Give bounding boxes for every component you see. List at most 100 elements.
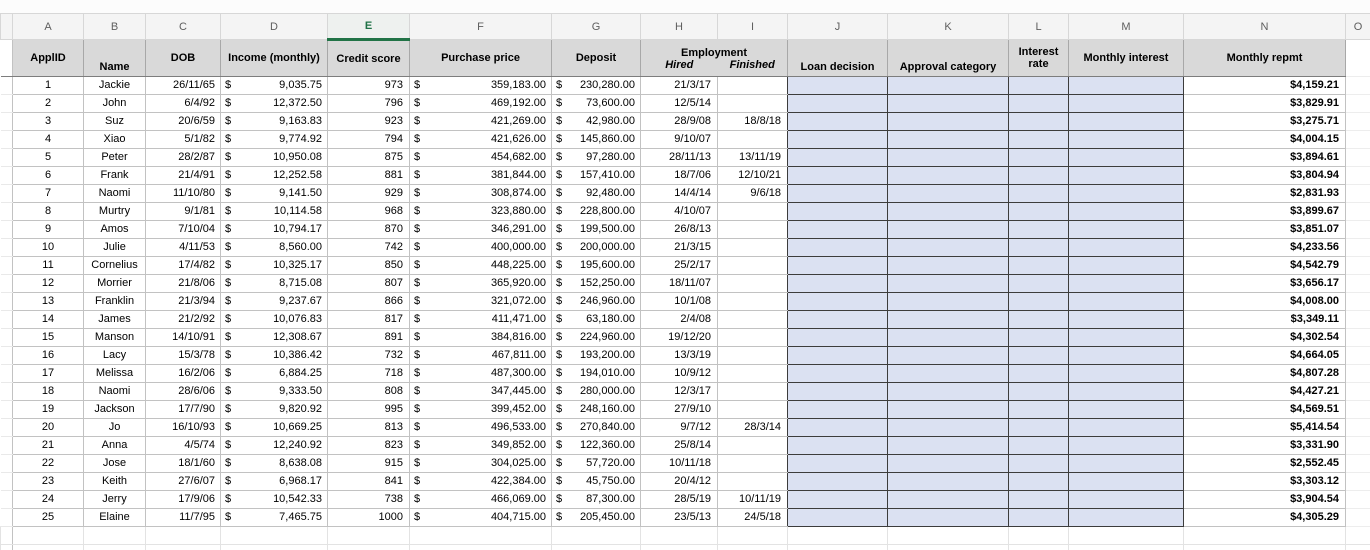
cell-deposit[interactable]: $199,500.00 [551,220,641,239]
cell-hired[interactable]: 2/4/08 [640,310,718,329]
cell-dob[interactable]: 4/11/53 [145,238,221,257]
cell-monthly-interest[interactable] [1068,400,1184,419]
header-name[interactable]: Name [83,39,146,77]
cell-interest-rate[interactable] [1008,76,1069,95]
column-header-C[interactable]: C [145,13,221,40]
cell-column-o[interactable] [1345,130,1370,149]
cell-name[interactable]: Cornelius [83,256,146,275]
cell-purchase-price[interactable]: $321,072.00 [409,292,552,311]
cell-monthly-interest[interactable] [1068,130,1184,149]
cell-loan-decision[interactable] [787,238,888,257]
cell-finished[interactable]: 18/8/18 [717,112,788,131]
cell-loan-decision[interactable] [787,256,888,275]
cell-approval-category[interactable] [887,112,1009,131]
cell-deposit[interactable]: $270,840.00 [551,418,641,437]
cell-approval-category[interactable] [887,382,1009,401]
cell-monthly-interest[interactable] [1068,148,1184,167]
cell-dob[interactable]: 17/4/82 [145,256,221,275]
cell-hired[interactable]: 18/7/06 [640,166,718,185]
cell-purchase-price[interactable]: $399,452.00 [409,400,552,419]
cell-finished[interactable] [717,94,788,113]
cell-monthly-interest[interactable] [1068,292,1184,311]
cell-monthly-repmt[interactable]: $3,851.07 [1183,220,1346,239]
cell-name[interactable]: Peter [83,148,146,167]
cell-column-o[interactable] [1345,364,1370,383]
cell-credit-score[interactable]: 813 [327,418,410,437]
cell-income[interactable]: $9,141.50 [220,184,328,203]
cell-column-o[interactable] [1345,39,1370,77]
cell-credit-score[interactable]: 732 [327,346,410,365]
header-hired[interactable]: Hired [665,58,694,71]
cell-purchase-price[interactable]: $308,874.00 [409,184,552,203]
cell-monthly-interest[interactable] [1068,418,1184,437]
cell-income[interactable]: $9,333.50 [220,382,328,401]
cell-loan-decision[interactable] [787,292,888,311]
cell-dob[interactable]: 6/4/92 [145,94,221,113]
cell-approval-category[interactable] [887,472,1009,491]
cell-monthly-interest[interactable] [1068,454,1184,473]
column-header-O[interactable]: O [1345,13,1370,40]
cell-deposit[interactable]: $73,600.00 [551,94,641,113]
cell-loan-decision[interactable] [787,508,888,527]
cell-purchase-price[interactable]: $365,920.00 [409,274,552,293]
cell-approval-category[interactable] [887,202,1009,221]
cell-interest-rate[interactable] [1008,184,1069,203]
cell-income[interactable]: $10,794.17 [220,220,328,239]
cell-deposit[interactable]: $200,000.00 [551,238,641,257]
cell-dob[interactable]: 14/10/91 [145,328,221,347]
cell-interest-rate[interactable] [1008,490,1069,509]
cell-monthly-repmt[interactable]: $3,829.91 [1183,94,1346,113]
cell-credit-score[interactable]: 817 [327,310,410,329]
cell-purchase-price[interactable]: $422,384.00 [409,472,552,491]
cell-name[interactable]: Julie [83,238,146,257]
cell-name[interactable]: Naomi [83,184,146,203]
cell-interest-rate[interactable] [1008,472,1069,491]
cell-column-o[interactable] [1345,238,1370,257]
cell-hired[interactable]: 14/4/14 [640,184,718,203]
cell-income[interactable]: $10,114.58 [220,202,328,221]
cell-applid[interactable]: 20 [12,418,84,437]
header-credit-score[interactable]: Credit score [327,39,410,77]
cell-loan-decision[interactable] [787,454,888,473]
cell-column-o[interactable] [1345,256,1370,275]
cell-income[interactable]: $10,386.42 [220,346,328,365]
cell-column-o[interactable] [1345,346,1370,365]
cell-dob[interactable]: 16/10/93 [145,418,221,437]
cell-loan-decision[interactable] [787,220,888,239]
cell-purchase-price[interactable]: $467,811.00 [409,346,552,365]
cell-monthly-interest[interactable] [1068,184,1184,203]
cell-approval-category[interactable] [887,220,1009,239]
cell-applid[interactable]: 10 [12,238,84,257]
column-header-E[interactable]: E [327,13,410,41]
cell-dob[interactable]: 11/10/80 [145,184,221,203]
cell-approval-category[interactable] [887,346,1009,365]
cell-monthly-repmt[interactable]: $3,331.90 [1183,436,1346,455]
cell-loan-decision[interactable] [787,166,888,185]
cell-approval-category[interactable] [887,436,1009,455]
cell-credit-score[interactable]: 742 [327,238,410,257]
cell-dob[interactable]: 17/7/90 [145,400,221,419]
cell-applid[interactable]: 23 [12,472,84,491]
cell-applid[interactable]: 13 [12,292,84,311]
cell-name[interactable]: Lacy [83,346,146,365]
cell-interest-rate[interactable] [1008,508,1069,527]
cell-deposit[interactable]: $92,480.00 [551,184,641,203]
cell-loan-decision[interactable] [787,382,888,401]
cell-applid[interactable]: 11 [12,256,84,275]
cell-monthly-interest[interactable] [1068,274,1184,293]
cell-approval-category[interactable] [887,238,1009,257]
cell-purchase-price[interactable]: $496,533.00 [409,418,552,437]
cell-finished[interactable]: 10/11/19 [717,490,788,509]
cell-deposit[interactable]: $205,450.00 [551,508,641,527]
cell-hired[interactable]: 28/5/19 [640,490,718,509]
cell-deposit[interactable]: $248,160.00 [551,400,641,419]
cell-dob[interactable]: 28/2/87 [145,148,221,167]
cell-column-o[interactable] [1345,274,1370,293]
cell-name[interactable]: Amos [83,220,146,239]
cell-monthly-repmt[interactable]: $2,831.93 [1183,184,1346,203]
cell-dob[interactable]: 4/5/74 [145,436,221,455]
cell-finished[interactable] [717,292,788,311]
cell-interest-rate[interactable] [1008,112,1069,131]
cell-monthly-repmt[interactable]: $5,414.54 [1183,418,1346,437]
cell-column-o[interactable] [1345,184,1370,203]
